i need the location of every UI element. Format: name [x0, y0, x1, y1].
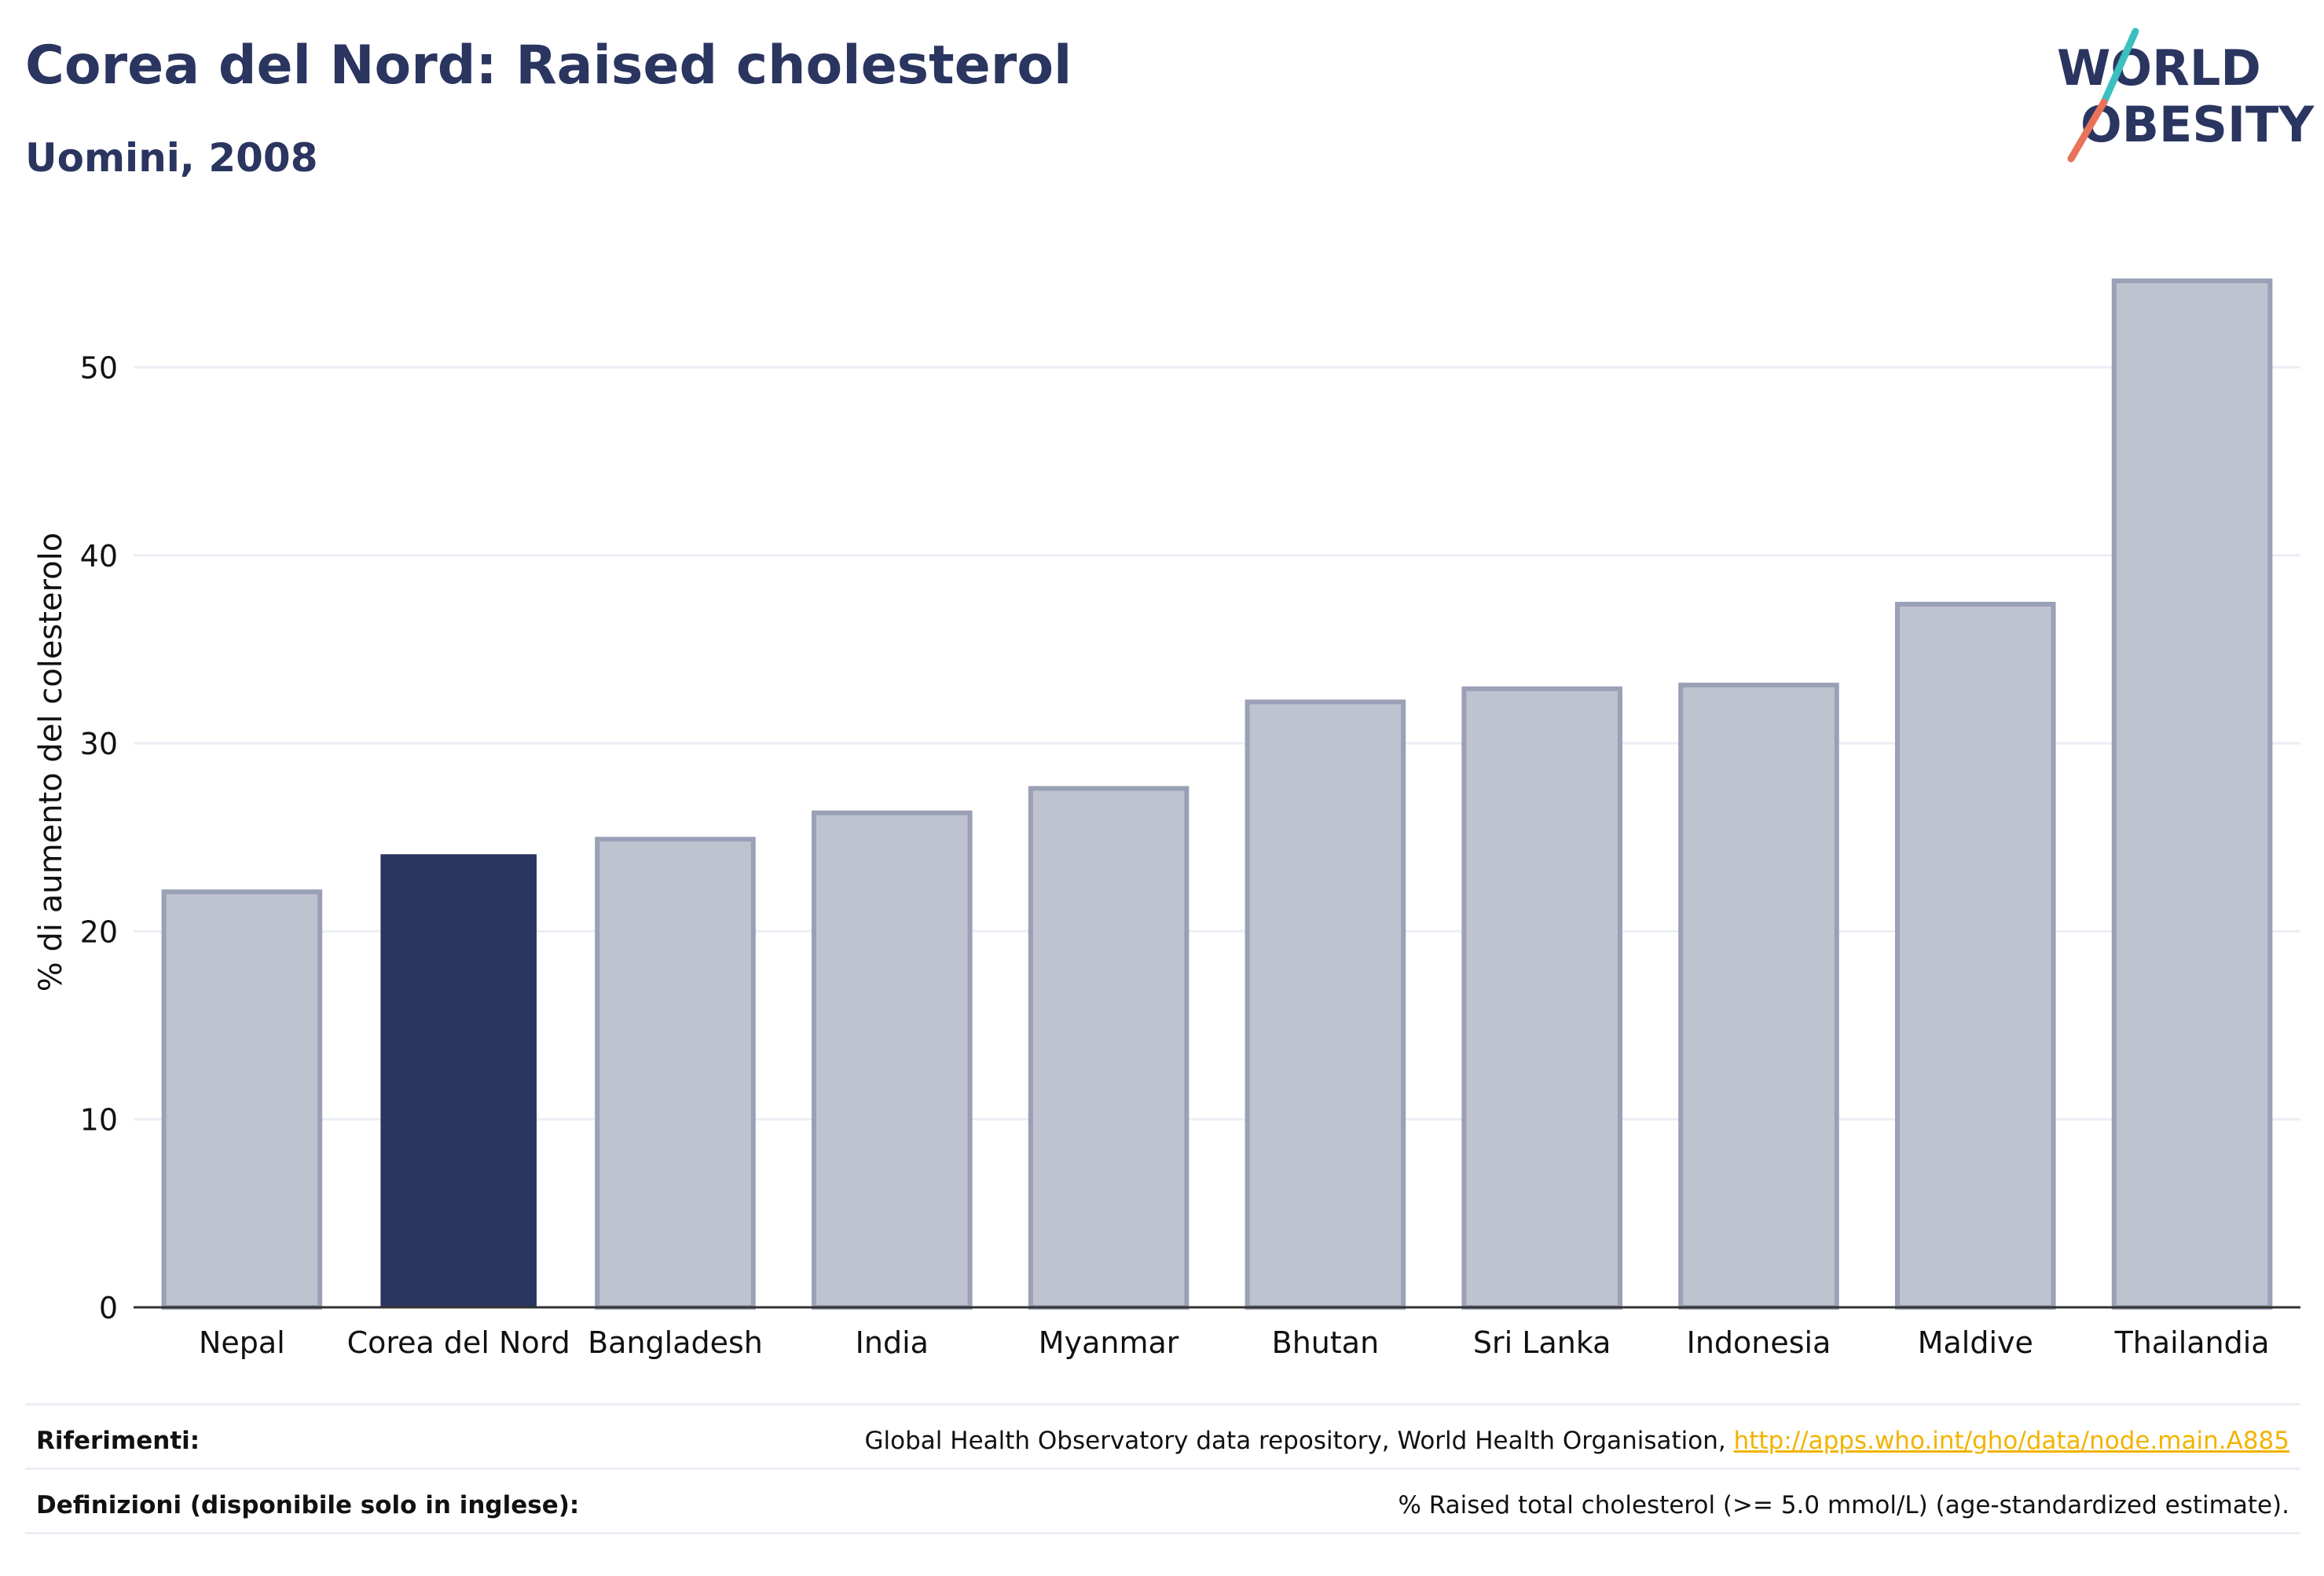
footer-divider-middle	[25, 1468, 2300, 1470]
references-label: Riferimenti:	[36, 1427, 200, 1455]
x-tick-label: Corea del Nord	[347, 1325, 570, 1360]
bar-chart: 0 10 20 30 40 50 Nepal Corea del Nord Bangladesh…	[33, 278, 2300, 1360]
bar	[1895, 602, 2056, 1310]
bar	[1461, 686, 1622, 1310]
world-obesity-logo: WORLD OBESITY	[2057, 27, 2315, 163]
references-text: Global Health Observatory data repositor…	[864, 1427, 1734, 1455]
bar	[595, 837, 756, 1310]
bar	[161, 889, 323, 1310]
footer-divider-top	[25, 1403, 2300, 1406]
logo-slash-top	[2100, 27, 2139, 106]
logo-slash-bottom	[2067, 98, 2108, 163]
logo-line2: OBESITY	[2080, 96, 2315, 153]
references-value: Global Health Observatory data repositor…	[865, 1427, 2289, 1455]
x-tick-label: India	[856, 1325, 929, 1360]
definitions-value: % Raised total cholesterol (>= 5.0 mmol/…	[1398, 1491, 2289, 1519]
x-tick-label: Myanmar	[1039, 1325, 1179, 1360]
x-tick-label: Bangladesh	[588, 1325, 763, 1360]
bar	[812, 810, 973, 1310]
footer-divider-bottom	[25, 1532, 2300, 1534]
definitions-label: Definizioni (disponibile solo in inglese…	[36, 1491, 580, 1519]
y-tick-label: 10	[80, 1103, 118, 1138]
bar	[1678, 682, 1839, 1310]
page-title: Corea del Nord: Raised cholesterol	[25, 35, 1072, 97]
y-tick-label: 40	[80, 539, 118, 574]
x-tick-label: Bhutan	[1272, 1325, 1380, 1360]
bar	[2111, 278, 2273, 1310]
y-tick-label: 20	[80, 914, 118, 949]
references-link[interactable]: http://apps.who.int/gho/data/node.main.A…	[1733, 1427, 2289, 1455]
bar	[1028, 786, 1189, 1310]
x-tick-label: Indonesia	[1687, 1325, 1831, 1360]
bars	[161, 278, 2273, 1310]
x-tick-label: Thailandia	[2114, 1325, 2270, 1360]
logo-line1: WORLD	[2057, 39, 2261, 97]
bar	[380, 854, 537, 1307]
page-subtitle: Uomini, 2008	[25, 135, 318, 181]
y-tick-label: 50	[80, 351, 118, 386]
bar	[1244, 699, 1406, 1310]
x-tick-label: Maldive	[1918, 1325, 2033, 1360]
x-tick-label: Sri Lanka	[1473, 1325, 1611, 1360]
y-tick-label: 0	[99, 1291, 118, 1325]
axes: 0 10 20 30 40 50 Nepal Corea del Nord Bangladesh…	[80, 351, 2300, 1360]
y-tick-label: 30	[80, 727, 118, 761]
y-axis-label: % di aumento del colesterolo	[33, 533, 69, 991]
x-tick-label: Nepal	[199, 1325, 285, 1360]
